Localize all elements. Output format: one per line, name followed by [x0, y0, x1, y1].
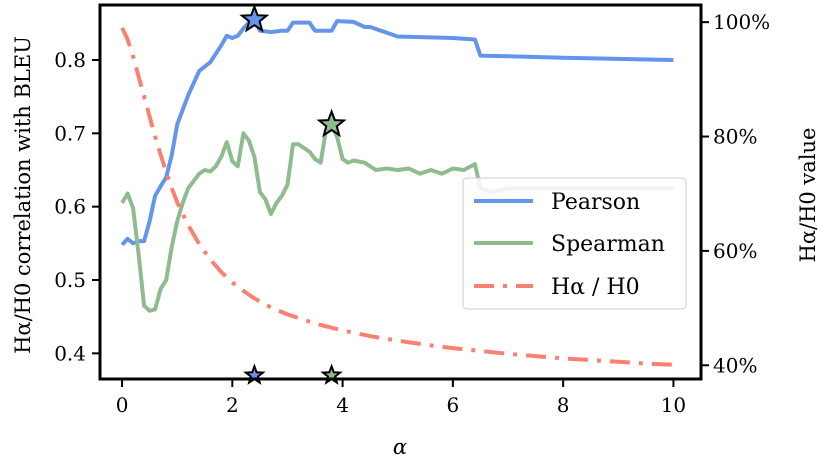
plot-frame: [98, 3, 703, 381]
y-tick-label-left: 0.8: [54, 48, 86, 72]
y-tick-label-right: 100%: [713, 10, 770, 34]
x-tick-label: 4: [336, 393, 349, 417]
y-tick-label-right: 60%: [713, 239, 757, 263]
legend-label-pearson: Pearson: [551, 190, 640, 215]
y-tick-label-right: 80%: [713, 125, 757, 149]
y-tick-label-left: 0.6: [54, 195, 86, 219]
series-line-h-h0: [120, 27, 674, 367]
axes-layer: 0 2 4 6 8 10 0.4 0.5 0.6 0.7 0.8 40% 60% 80% 100%: [54, 3, 770, 417]
y-tick-label-right: 40%: [713, 353, 757, 377]
x-tick-label: 6: [447, 393, 460, 417]
x-tick-label: 10: [661, 393, 686, 417]
legend-box: [462, 177, 687, 310]
marker-layer: [239, 3, 347, 385]
series-line-spearman: [120, 122, 674, 313]
x-tick-label: 8: [557, 393, 570, 417]
star-marker-spearman-peak: [316, 108, 347, 138]
y-tick-label-left: 0.7: [54, 121, 86, 145]
y-tick-label-left: 0.4: [54, 341, 86, 365]
x-tick-label: 0: [116, 393, 129, 417]
x-tick-label: 2: [226, 393, 239, 417]
y-axis-title-left: Hα/H0 correlation with BLEU: [11, 36, 35, 354]
star-marker-pearson-peak: [239, 3, 270, 33]
legend: Pearson Spearman Hα / H0: [462, 177, 687, 310]
x-axis-title: α: [393, 435, 407, 459]
y-axis-title-right: Hα/H0 value: [796, 128, 820, 263]
legend-label-spearman: Spearman: [551, 232, 665, 257]
legend-label-h-ratio: Hα / H0: [551, 275, 640, 300]
y-tick-label-left: 0.5: [54, 268, 86, 292]
